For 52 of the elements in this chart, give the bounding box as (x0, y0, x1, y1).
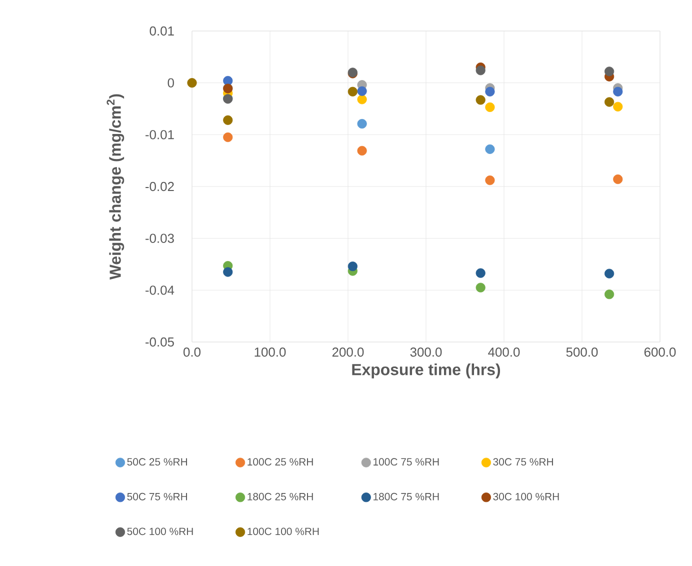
x-tick-label: 100.0 (254, 348, 286, 357)
point (485, 175, 495, 186)
y-tick-label: 0.01 (150, 26, 174, 36)
point (613, 86, 623, 96)
point (476, 95, 486, 105)
legend-label: 50C 100 %RH (127, 528, 193, 536)
legend-label: 30C 75 %RH (493, 458, 553, 466)
point (604, 66, 614, 76)
x-tick-label: 200.0 (332, 348, 364, 357)
point (223, 76, 233, 86)
point (485, 144, 495, 154)
point (485, 86, 495, 96)
x-axis-title: Exposure time (hrs) (352, 364, 500, 378)
x-tick-label: 300.0 (410, 348, 442, 357)
y-tick-label: 0 (168, 78, 174, 88)
point (476, 268, 486, 278)
point (187, 78, 197, 88)
point (223, 132, 233, 142)
y-tick-label: -0.02 (146, 182, 174, 192)
point (357, 86, 367, 96)
legend-label: 180C 25 %RH (248, 492, 313, 500)
y-axis-title: Weight change (mg/cm$^{2}$) (106, 94, 124, 280)
y-tick-label: -0.01 (146, 130, 174, 140)
x-tick-label: 400.0 (488, 348, 520, 357)
point (613, 102, 623, 112)
point (357, 94, 367, 104)
y-tick-label: -0.03 (146, 234, 174, 243)
point (357, 118, 367, 129)
legend-label: 100C 100 %RH (248, 528, 319, 536)
point (223, 267, 233, 277)
point (348, 86, 358, 96)
x-tick-label: 500.0 (566, 348, 598, 357)
legend-label: 30C 100 %RH (493, 492, 559, 500)
y-tick-label: -0.05 (146, 337, 174, 347)
x-tick-label: 0.0 (184, 348, 201, 357)
point (476, 66, 486, 76)
legend-label: 180C 75 %RH (374, 492, 439, 500)
point (485, 102, 495, 112)
point (223, 115, 233, 125)
point (348, 262, 358, 272)
y-tick-label: -0.04 (146, 286, 174, 295)
legend-label: 50C 75 %RH (127, 492, 187, 500)
point (604, 268, 614, 278)
point (604, 290, 614, 300)
legend-label: 50C 25 %RH (127, 458, 187, 466)
legend-label: 100C 25 %RH (248, 458, 313, 466)
point (476, 282, 486, 292)
point (613, 174, 623, 184)
point (357, 146, 367, 156)
x-tick-label: 600.0 (644, 348, 676, 357)
legend-label: 100C 75 %RH (374, 458, 439, 466)
point (604, 97, 614, 107)
